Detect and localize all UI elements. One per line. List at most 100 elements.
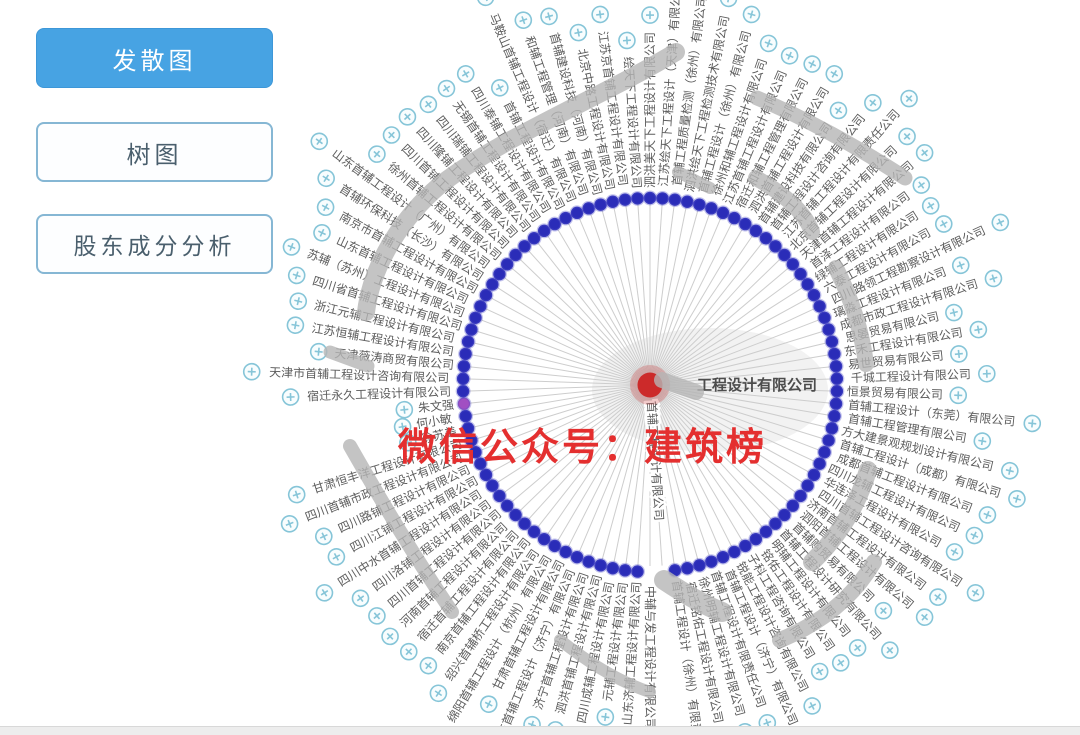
company-node-dot[interactable] [456, 396, 472, 412]
expand-icon[interactable] [969, 320, 988, 339]
company-node-dot[interactable] [472, 298, 488, 314]
company-node-dot[interactable] [605, 194, 621, 210]
expand-icon[interactable] [933, 213, 955, 235]
company-node-dot[interactable] [581, 554, 597, 570]
expand-icon[interactable] [913, 606, 936, 629]
company-node-dot[interactable] [758, 230, 774, 246]
expand-icon[interactable] [395, 400, 414, 419]
company-node-dot[interactable] [828, 396, 844, 412]
tree-graph-button[interactable]: 树图 [36, 122, 273, 182]
expand-icon[interactable] [591, 5, 609, 24]
company-node-dot[interactable] [593, 557, 609, 573]
company-node-dot[interactable] [824, 334, 840, 350]
expand-icon[interactable] [742, 5, 762, 25]
expand-icon[interactable] [950, 255, 971, 276]
expand-icon[interactable] [286, 316, 305, 334]
company-node-dot[interactable] [499, 256, 515, 272]
company-node-dot[interactable] [536, 531, 552, 547]
expand-icon[interactable] [313, 526, 334, 547]
company-node-dot[interactable] [508, 507, 524, 523]
expand-icon[interactable] [326, 546, 348, 568]
company-node-dot[interactable] [472, 456, 488, 472]
expand-icon[interactable] [920, 195, 942, 217]
company-node-dot[interactable] [478, 287, 494, 303]
expand-icon[interactable] [366, 605, 389, 628]
company-node-dot[interactable] [793, 488, 808, 504]
company-node-dot[interactable] [517, 516, 533, 532]
expand-icon[interactable] [393, 417, 412, 436]
company-node-dot[interactable] [691, 557, 707, 573]
expand-icon[interactable] [397, 640, 420, 663]
expand-icon[interactable] [308, 130, 330, 152]
expand-icon[interactable] [862, 92, 884, 114]
divergence-graph-button[interactable]: 发散图 [36, 28, 273, 88]
company-node-dot[interactable] [800, 276, 816, 292]
company-node-dot[interactable] [655, 190, 670, 206]
company-node-dot[interactable] [581, 200, 597, 216]
person-node-label[interactable]: 朱文强 [417, 397, 454, 416]
company-node-dot[interactable] [492, 266, 507, 282]
company-node-dot[interactable] [826, 346, 842, 362]
company-node-dot[interactable] [536, 223, 552, 239]
expand-icon[interactable] [289, 292, 308, 311]
company-node-label[interactable]: 千城工程设计有限公司 [851, 366, 971, 385]
expand-icon[interactable] [872, 599, 895, 622]
expand-icon[interactable] [417, 654, 439, 676]
company-node-dot[interactable] [569, 205, 585, 221]
company-node-dot[interactable] [715, 205, 731, 221]
expand-icon[interactable] [950, 345, 968, 363]
expand-icon[interactable] [513, 10, 533, 30]
company-node-dot[interactable] [642, 190, 658, 206]
expand-icon[interactable] [396, 106, 419, 129]
company-node-dot[interactable] [800, 478, 816, 494]
expand-icon[interactable] [978, 364, 996, 383]
expand-icon[interactable] [898, 87, 921, 110]
company-node-dot[interactable] [547, 538, 563, 554]
expand-icon[interactable] [830, 652, 852, 674]
company-node-dot[interactable] [455, 371, 471, 387]
expand-icon[interactable] [380, 124, 403, 147]
company-node-dot[interactable] [748, 223, 764, 239]
company-node-dot[interactable] [824, 420, 840, 436]
company-node-dot[interactable] [617, 562, 633, 578]
company-node-dot[interactable] [812, 456, 828, 472]
shareholder-analysis-button[interactable]: 股东成分分析 [36, 214, 273, 274]
expand-icon[interactable] [964, 525, 985, 546]
expand-icon[interactable] [983, 268, 1003, 288]
expand-icon[interactable] [313, 582, 335, 604]
expand-icon[interactable] [618, 31, 636, 50]
expand-icon[interactable] [596, 708, 615, 726]
expand-icon[interactable] [398, 433, 417, 452]
company-node-dot[interactable] [605, 560, 621, 576]
company-node-dot[interactable] [817, 310, 832, 326]
company-node-dot[interactable] [821, 432, 837, 448]
expand-icon[interactable] [475, 0, 496, 8]
company-node-dot[interactable] [593, 197, 609, 213]
expand-icon[interactable] [973, 432, 992, 450]
company-node-dot[interactable] [806, 287, 822, 303]
expand-icon[interactable] [719, 0, 738, 8]
expand-icon[interactable] [944, 303, 963, 322]
expand-icon[interactable] [315, 167, 337, 189]
company-node-dot[interactable] [547, 216, 563, 232]
company-node-dot[interactable] [508, 247, 524, 263]
expand-icon[interactable] [569, 23, 588, 42]
company-node-dot[interactable] [492, 488, 507, 504]
company-node-dot[interactable] [726, 210, 742, 226]
expand-icon[interactable] [758, 33, 778, 53]
company-node-dot[interactable] [455, 383, 471, 399]
expand-icon[interactable] [311, 222, 332, 243]
expand-icon[interactable] [1007, 489, 1027, 509]
company-node-dot[interactable] [817, 444, 832, 460]
company-node-dot[interactable] [821, 322, 837, 338]
company-node-dot[interactable] [726, 544, 742, 560]
company-node-dot[interactable] [630, 190, 645, 206]
expand-icon[interactable] [366, 143, 389, 166]
expand-icon[interactable] [809, 661, 831, 683]
expand-icon[interactable] [779, 45, 800, 66]
expand-icon[interactable] [801, 53, 822, 74]
company-node-dot[interactable] [737, 538, 753, 554]
company-node-dot[interactable] [776, 247, 792, 263]
company-node-dot[interactable] [767, 238, 783, 254]
company-node-dot[interactable] [667, 192, 683, 208]
